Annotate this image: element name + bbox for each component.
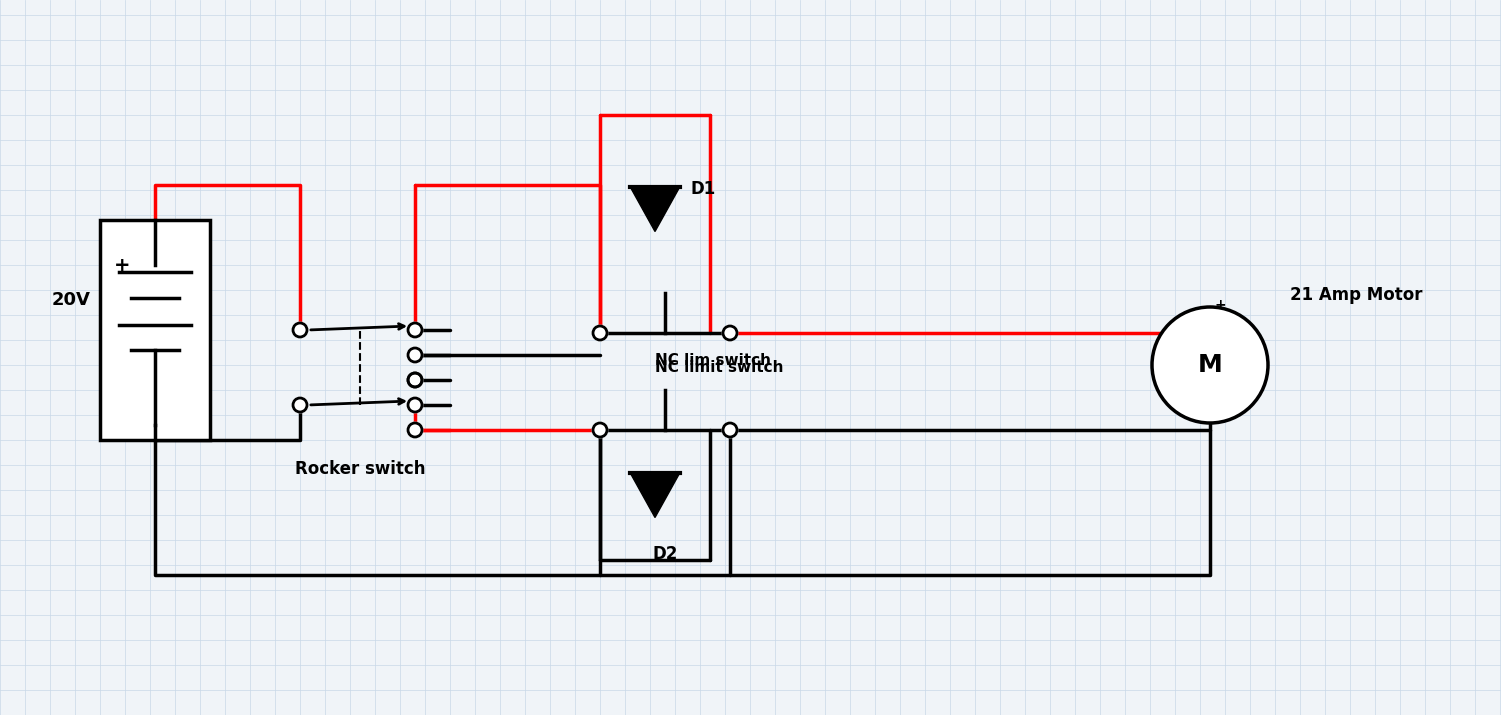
Circle shape <box>408 348 422 362</box>
Bar <box>101 220 210 440</box>
Text: D2: D2 <box>653 545 677 563</box>
Circle shape <box>1151 307 1268 423</box>
Text: M: M <box>1198 353 1222 377</box>
Text: +: + <box>114 255 131 275</box>
Circle shape <box>723 423 737 437</box>
Polygon shape <box>630 187 680 232</box>
Circle shape <box>593 326 606 340</box>
Circle shape <box>293 398 308 412</box>
Circle shape <box>408 423 422 437</box>
Text: NC lim switch: NC lim switch <box>654 353 772 368</box>
Text: D1: D1 <box>690 180 716 198</box>
Text: 20V: 20V <box>51 291 90 309</box>
Circle shape <box>408 373 422 387</box>
Circle shape <box>408 398 422 412</box>
Text: 21 Amp Motor: 21 Amp Motor <box>1289 286 1423 304</box>
Circle shape <box>723 327 735 339</box>
Circle shape <box>723 326 737 340</box>
Text: Rocker switch: Rocker switch <box>296 460 425 478</box>
Text: +: + <box>1214 298 1226 312</box>
Circle shape <box>594 424 606 436</box>
Circle shape <box>408 323 422 337</box>
Circle shape <box>723 424 735 436</box>
Circle shape <box>594 327 606 339</box>
Circle shape <box>593 423 606 437</box>
Circle shape <box>408 373 422 387</box>
Text: NC limit switch: NC limit switch <box>654 360 784 375</box>
Circle shape <box>293 323 308 337</box>
Polygon shape <box>630 473 680 518</box>
